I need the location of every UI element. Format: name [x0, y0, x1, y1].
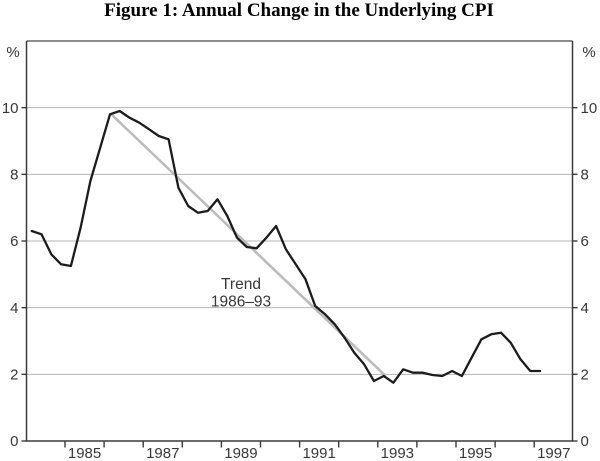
y-axis-ticks-left [21, 106, 27, 442]
percent-unit-label-right: % [582, 44, 595, 61]
y-axis-label-right-4: 4 [581, 300, 589, 317]
y-axis-label-left-0: 0 [10, 433, 18, 450]
x-axis-label-1991: 1991 [302, 445, 335, 461]
y-axis-ticks-right [572, 106, 578, 442]
y-axis-label-right-0: 0 [581, 433, 589, 450]
y-axis-label-left-8: 8 [10, 167, 18, 184]
trend-annotation-line-1: Trend [221, 276, 261, 293]
x-axis-label-1985: 1985 [68, 445, 101, 461]
y-axis-label-right-10: 10 [581, 100, 598, 117]
percent-unit-label-left: % [6, 44, 19, 61]
y-axis-label-left-4: 4 [10, 300, 18, 317]
x-axis-label-1989: 1989 [224, 445, 257, 461]
trend-annotation-line-2: 1986–93 [211, 294, 271, 311]
y-axis-label-right-8: 8 [581, 167, 589, 184]
underlying-cpi-line [30, 109, 542, 384]
y-axis-label-right-2: 2 [581, 367, 589, 384]
y-axis-label-left-6: 6 [10, 233, 18, 250]
x-axis-label-1993: 1993 [381, 445, 414, 461]
y-axis-label-right-6: 6 [581, 233, 589, 250]
y-axis-labels-left: 0 2 4 6 8 10 [2, 100, 19, 450]
y-axis-labels-right: 0 2 4 6 8 10 [581, 100, 598, 450]
x-axis-ticks [64, 441, 535, 448]
x-axis-label-1987: 1987 [146, 445, 179, 461]
chart-title: Figure 1: Annual Change in the Underlyin… [104, 0, 494, 21]
gridlines [26, 107, 573, 375]
y-axis-label-left-2: 2 [10, 367, 18, 384]
y-axis-label-left-10: 10 [2, 100, 19, 117]
x-axis-label-1995: 1995 [459, 445, 492, 461]
x-axis-label-1997: 1997 [537, 445, 570, 461]
x-axis-labels: 1985 1987 1989 1991 1993 1995 1997 [68, 445, 571, 461]
